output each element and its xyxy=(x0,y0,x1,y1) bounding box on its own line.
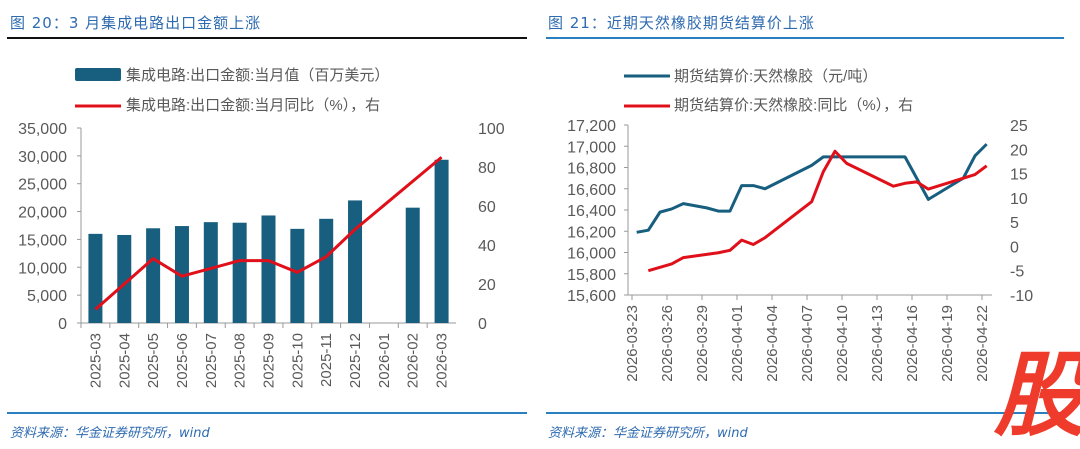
right-y-tick-label: 5 xyxy=(1010,215,1019,232)
right-y-tick-label: -5 xyxy=(1010,264,1024,281)
x-tick-label: 2026-04-13 xyxy=(869,305,886,382)
right-bottom-rule xyxy=(546,412,1064,414)
right-y-tick-label: 0 xyxy=(1010,239,1019,256)
left-title-rule xyxy=(7,37,527,39)
x-tick-label: 2025-03 xyxy=(87,333,104,388)
legend-swatch-bar xyxy=(75,68,121,81)
left-y-tick-label: 17,000 xyxy=(567,139,616,156)
x-tick-label: 2026-04-07 xyxy=(799,305,816,382)
x-tick-label: 2025-04 xyxy=(116,333,133,388)
right-y-tick-label: 80 xyxy=(478,160,496,177)
x-tick-label: 2026-04-04 xyxy=(764,305,781,382)
x-tick-label: 2026-03 xyxy=(434,333,451,388)
left-y-tick-label: 16,400 xyxy=(567,203,616,220)
right-y-tick-label: 100 xyxy=(478,121,505,138)
left-y-tick-label: 17,200 xyxy=(567,118,616,135)
bar-2025-10 xyxy=(290,228,305,323)
right-y-tick-label: 15 xyxy=(1010,167,1028,184)
left-y-tick-label: 16,000 xyxy=(567,246,616,263)
x-tick-label: 2025-12 xyxy=(347,333,364,388)
right-y-tick-label: 20 xyxy=(1010,142,1028,159)
left-y-tick-label: 25,000 xyxy=(18,177,67,194)
price-line xyxy=(636,143,988,234)
x-tick-label: 2025-08 xyxy=(232,333,249,388)
legend-label-yoy: 期货结算价:天然橡胶:同比（%），右 xyxy=(674,96,913,114)
left-y-tick-label: 20,000 xyxy=(18,205,67,222)
bar-2025-08 xyxy=(232,222,247,323)
right-chart-title: 图 21：近期天然橡胶期货结算价上涨 xyxy=(548,14,815,32)
x-tick-label: 2026-03-29 xyxy=(694,305,711,382)
x-tick-label: 2026-03-23 xyxy=(624,305,641,382)
x-tick-label: 2026-04-01 xyxy=(729,305,746,382)
left-y-tick-label: 10,000 xyxy=(18,260,67,277)
x-tick-label: 2026-04-10 xyxy=(834,305,851,382)
x-tick-label: 2025-11 xyxy=(318,333,335,387)
right-y-tick-label: 40 xyxy=(478,238,496,255)
x-tick-label: 2026-04-22 xyxy=(974,305,991,382)
left-y-tick-label: 30,000 xyxy=(18,149,67,166)
legend-label-price: 期货结算价:天然橡胶（元/吨） xyxy=(674,67,877,85)
watermark-logo: 股 xyxy=(994,342,1080,449)
right-y-tick-label: 10 xyxy=(1010,191,1028,208)
x-tick-label: 2026-01 xyxy=(376,333,393,388)
yoy-line xyxy=(94,156,443,311)
left-bottom-rule xyxy=(7,412,527,414)
bar-2026-03 xyxy=(434,159,449,323)
bar-2025-09 xyxy=(261,215,276,323)
left-y-tick-label: 16,200 xyxy=(567,224,616,241)
left-y-tick-label: 16,600 xyxy=(567,182,616,199)
bar-2025-12 xyxy=(348,200,363,323)
x-tick-label: 2025-07 xyxy=(203,333,220,388)
x-tick-label: 2025-10 xyxy=(289,333,306,388)
left-source: 资料来源：华金证券研究所，wind xyxy=(10,426,210,441)
legend-label-line: 集成电路:出口金额:当月同比（%），右 xyxy=(126,97,380,114)
left-y-tick-label: 16,800 xyxy=(567,161,616,178)
right-y-tick-label: 0 xyxy=(478,316,487,333)
x-tick-label: 2025-05 xyxy=(145,333,162,388)
left-y-tick-label: 15,600 xyxy=(567,288,616,305)
right-y-tick-label: 60 xyxy=(478,199,496,216)
x-tick-label: 2026-04-19 xyxy=(939,305,956,382)
bar-2026-02 xyxy=(405,207,420,323)
x-tick-label: 2026-03-26 xyxy=(659,305,676,382)
bar-2025-04 xyxy=(117,234,132,323)
yoy-line xyxy=(647,149,988,273)
x-tick-label: 2026-02 xyxy=(405,333,422,388)
left-y-tick-label: 5,000 xyxy=(27,288,67,305)
x-tick-label: 2025-09 xyxy=(261,333,278,388)
left-chart-title: 图 20：3 月集成电路出口金额上涨 xyxy=(10,14,262,32)
left-y-tick-label: 35,000 xyxy=(18,121,67,138)
x-tick-label: 2025-06 xyxy=(174,333,191,388)
right-title-rule xyxy=(546,37,1064,39)
right-y-tick-label: -10 xyxy=(1010,288,1033,305)
legend-label-bar: 集成电路:出口金额:当月值（百万美元） xyxy=(126,67,389,84)
bar-2025-07 xyxy=(203,222,218,323)
x-tick-label: 2026-04-16 xyxy=(904,305,921,382)
right-source: 资料来源：华金证券研究所，wind xyxy=(548,426,748,441)
right-y-tick-label: 20 xyxy=(478,277,496,294)
left-y-tick-label: 15,000 xyxy=(18,232,67,249)
left-y-tick-label: 15,800 xyxy=(567,267,616,284)
bar-2025-03 xyxy=(88,233,103,323)
left-y-tick-label: 0 xyxy=(58,316,67,333)
bar-2025-05 xyxy=(146,228,161,323)
right-y-tick-label: 25 xyxy=(1010,118,1028,135)
bar-2025-11 xyxy=(319,218,334,323)
